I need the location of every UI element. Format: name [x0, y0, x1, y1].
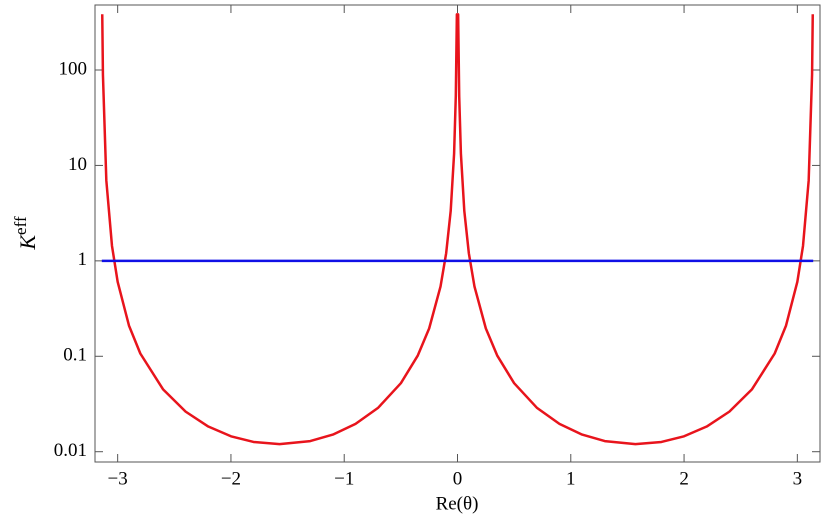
x-tick-label: −2: [221, 468, 241, 489]
x-tick-label: 0: [453, 468, 463, 489]
x-tick-label: 2: [679, 468, 689, 489]
x-tick-label: −1: [334, 468, 354, 489]
y-tick-label: 0.01: [54, 440, 87, 461]
x-tick-label: 3: [793, 468, 803, 489]
y-label-sup: eff: [11, 216, 30, 235]
plot-frame: [94, 4, 821, 463]
y-tick-label: 100: [59, 58, 88, 79]
x-tick-label: −3: [108, 468, 128, 489]
y-tick-label: 0.1: [63, 345, 87, 366]
x-tick-label: 1: [566, 468, 576, 489]
line-series: [101, 13, 814, 446]
y-tick-label: 1: [78, 249, 88, 270]
x-axis-label: Re(θ): [436, 493, 479, 514]
y-tick-label: 10: [68, 154, 87, 175]
y-label-base: K: [15, 234, 40, 251]
y-axis-label: Keff: [11, 216, 40, 251]
